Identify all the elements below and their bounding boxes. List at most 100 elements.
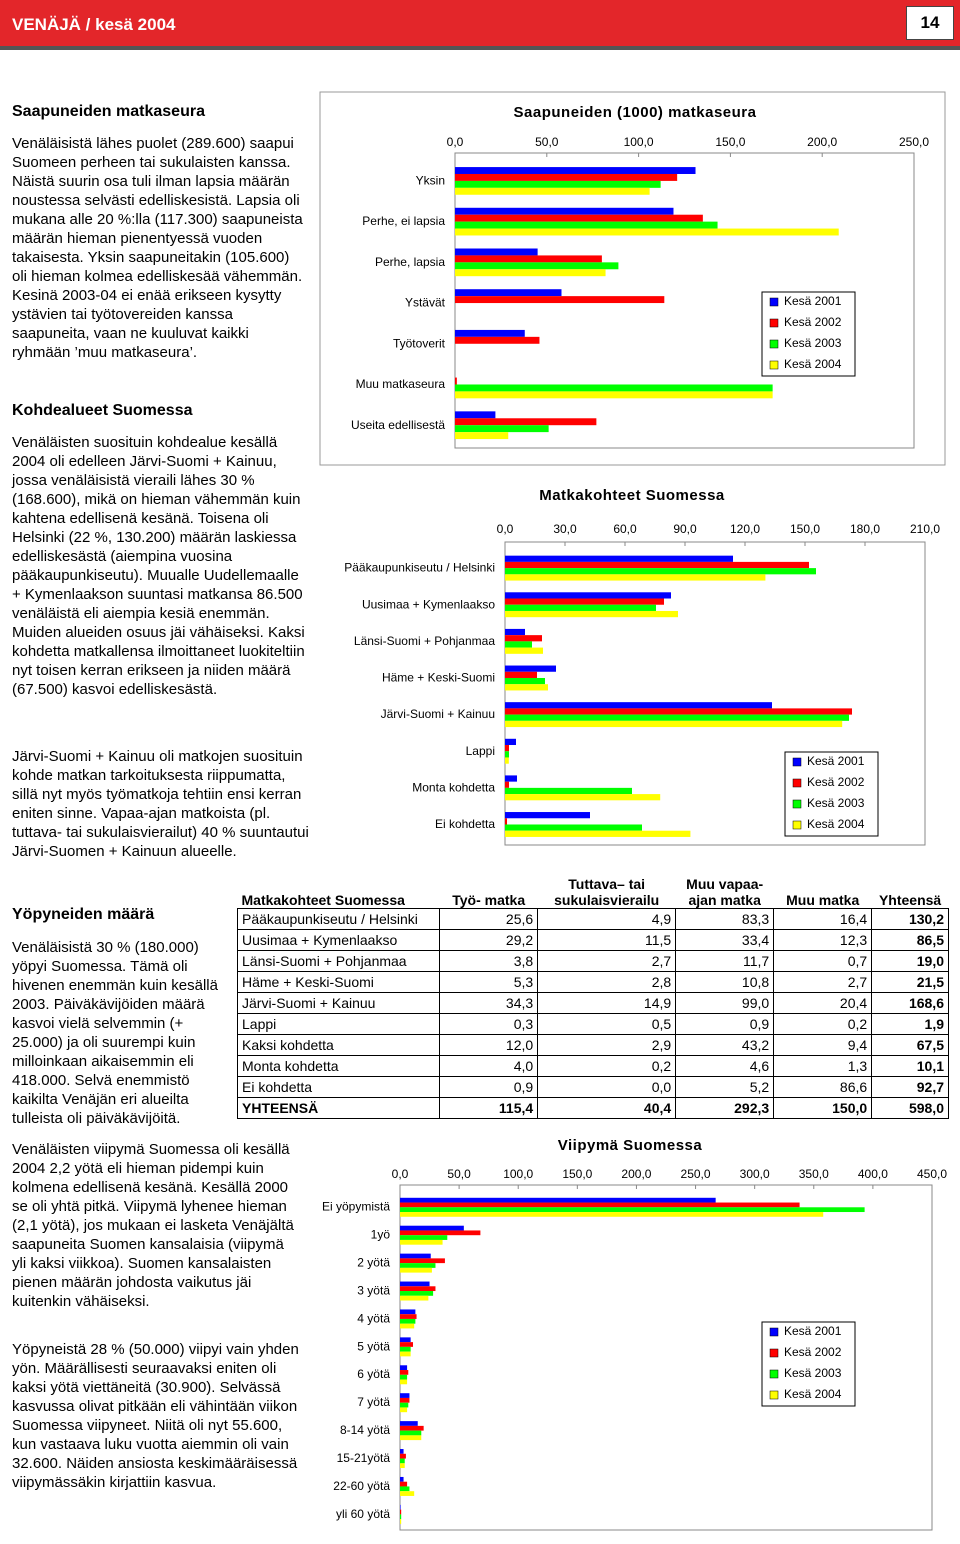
table-cell: 2,9 xyxy=(537,1034,677,1056)
bar xyxy=(505,671,537,678)
bar xyxy=(400,1202,800,1208)
bar xyxy=(400,1309,416,1315)
x-tick-label: 0,0 xyxy=(497,522,514,536)
chart-title: Matkakohteet Suomessa xyxy=(539,487,725,504)
bar xyxy=(455,180,661,188)
bar xyxy=(455,391,773,399)
bar xyxy=(400,1346,411,1352)
bar xyxy=(505,604,656,611)
table-cell: 5,3 xyxy=(439,971,539,993)
bar xyxy=(455,255,602,263)
bar xyxy=(400,1197,716,1203)
bar xyxy=(505,775,517,782)
table-cell: 12,0 xyxy=(439,1034,539,1056)
bar xyxy=(400,1291,434,1296)
table-cell: 16,4 xyxy=(773,908,873,930)
table-cell: 4,0 xyxy=(439,1055,539,1077)
bar xyxy=(505,824,642,831)
bar xyxy=(505,757,509,764)
table-cell: 40,4 xyxy=(537,1097,677,1119)
table-row: Järvi-Suomi + Kainuu 34,3 14,9 99,0 20,4 168,… xyxy=(236,992,949,1014)
header-bar: VENÄJÄ / kesä 2004 14 xyxy=(0,0,960,50)
bar xyxy=(455,377,457,385)
bar xyxy=(455,296,665,304)
bar xyxy=(505,812,590,819)
table-cell: 2,7 xyxy=(773,971,873,993)
bar xyxy=(400,1253,431,1259)
x-tick-label: 120,0 xyxy=(730,522,760,536)
bar xyxy=(400,1397,410,1403)
bar xyxy=(400,1519,402,1524)
legend-swatch xyxy=(792,778,802,788)
y-tick-label: Lappi xyxy=(466,744,495,758)
table-cell: Häme + Keski-Suomi xyxy=(236,971,441,993)
legend-swatch xyxy=(769,1348,779,1358)
table-cell: Työ- matka xyxy=(452,892,526,908)
bar xyxy=(400,1463,405,1469)
paragraph: Järvi-Suomi + Kainuu oli matkojen suosit… xyxy=(12,748,309,860)
bar xyxy=(505,641,532,648)
y-tick-label: Useita edellisestä xyxy=(351,418,445,432)
bar xyxy=(455,214,703,222)
x-tick-label: 100,0 xyxy=(503,1167,533,1181)
table-cell: 0,9 xyxy=(439,1076,539,1098)
bar xyxy=(400,1258,445,1264)
table-cell: 21,5 xyxy=(871,971,949,993)
table-cell: 0,2 xyxy=(773,1013,873,1035)
y-tick-label: 6 yötä xyxy=(357,1367,390,1381)
table-cell: Länsi-Suomi + Pohjanmaa xyxy=(236,950,441,972)
legend-swatch xyxy=(769,297,779,307)
bar xyxy=(400,1314,417,1319)
bar xyxy=(455,329,525,337)
bar xyxy=(455,269,606,277)
x-tick-label: 150,0 xyxy=(562,1167,592,1181)
table-cell: 0,0 xyxy=(537,1076,677,1098)
heading: Saapuneiden matkaseura xyxy=(12,103,205,120)
table-cell: 150,0 xyxy=(773,1097,873,1119)
table-cell: 29,2 xyxy=(439,929,539,951)
table-cell: 1,9 xyxy=(871,1013,949,1035)
legend-label: Kesä 2004 xyxy=(807,817,865,831)
legend-label: Kesä 2002 xyxy=(807,775,865,789)
table-cell: 9,4 xyxy=(773,1034,873,1056)
bar xyxy=(400,1476,404,1482)
x-tick-label: 250,0 xyxy=(681,1167,711,1181)
table-cell: Järvi-Suomi + Kainuu xyxy=(236,992,441,1014)
bar xyxy=(400,1295,429,1301)
y-tick-label: Ystävät xyxy=(405,296,446,310)
page-number: 14 xyxy=(906,6,954,40)
bar xyxy=(400,1374,408,1380)
table-cell: 25,6 xyxy=(439,908,539,930)
bar xyxy=(400,1230,481,1236)
bar xyxy=(455,289,562,297)
x-tick-label: 400,0 xyxy=(858,1167,888,1181)
paragraph: Venäläisistä lähes puolet (289.600) saap… xyxy=(12,135,303,361)
x-tick-label: 100,0 xyxy=(624,135,654,149)
y-tick-label: 7 yötä xyxy=(357,1395,390,1409)
x-tick-label: 60,0 xyxy=(613,522,637,536)
y-tick-label: 4 yötä xyxy=(357,1311,390,1325)
x-tick-label: 300,0 xyxy=(740,1167,770,1181)
heading: Kohdealueet Suomessa xyxy=(12,402,193,419)
bar xyxy=(400,1318,416,1324)
y-tick-label: 5 yötä xyxy=(357,1339,390,1353)
table-cell: Ei kohdetta xyxy=(236,1076,441,1098)
bar xyxy=(505,830,691,837)
bar xyxy=(505,751,509,758)
bar xyxy=(400,1370,409,1375)
table-row: Häme + Keski-Suomi 5,3 2,8 10,8 2,7 21,5 xyxy=(236,971,949,993)
bar xyxy=(400,1491,415,1496)
y-tick-label: 15-21yötä xyxy=(337,1451,391,1465)
bar xyxy=(505,665,556,672)
x-tick-label: 200,0 xyxy=(807,135,837,149)
bar xyxy=(455,425,549,433)
bar xyxy=(400,1239,443,1245)
bar xyxy=(400,1425,424,1431)
x-tick-label: 150,0 xyxy=(790,522,820,536)
bar xyxy=(455,167,696,174)
table-cell: Tuttava– tai sukulaisvierailu xyxy=(554,876,660,908)
table-cell: 2,8 xyxy=(537,971,677,993)
legend-label: Kesä 2004 xyxy=(784,1387,842,1401)
bar xyxy=(505,714,849,721)
